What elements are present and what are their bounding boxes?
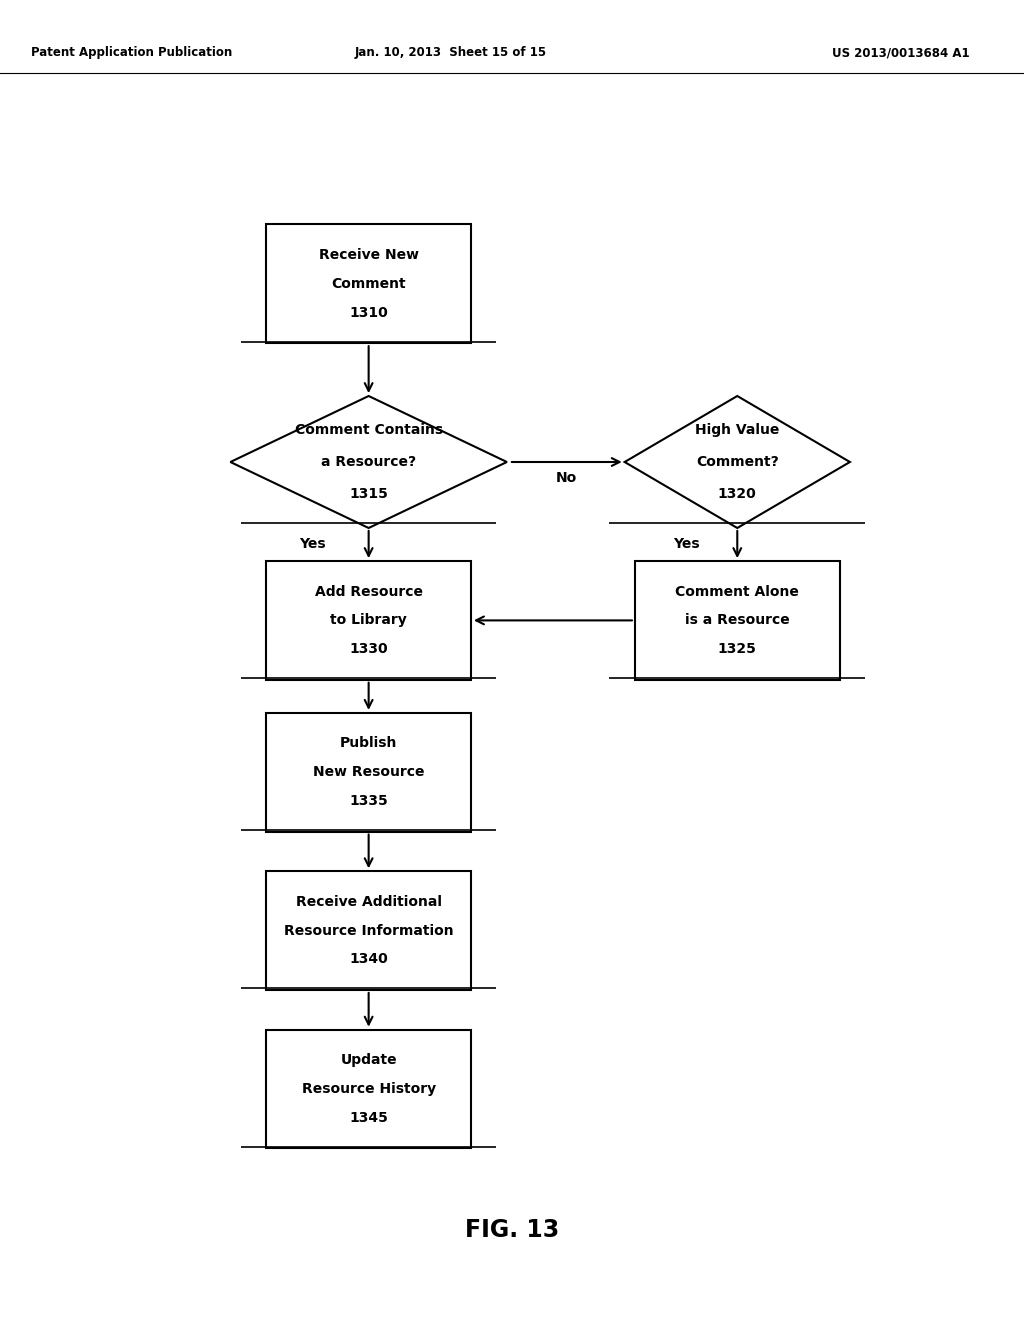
Text: 1315: 1315 [349,487,388,502]
Text: is a Resource: is a Resource [685,614,790,627]
Text: Resource History: Resource History [302,1082,435,1096]
Text: Comment: Comment [332,277,406,290]
Text: Patent Application Publication: Patent Application Publication [31,46,232,59]
Text: Jan. 10, 2013  Sheet 15 of 15: Jan. 10, 2013 Sheet 15 of 15 [354,46,547,59]
Polygon shape [230,396,507,528]
Text: Receive New: Receive New [318,248,419,261]
Text: US 2013/0013684 A1: US 2013/0013684 A1 [833,46,970,59]
Text: Resource Information: Resource Information [284,924,454,937]
FancyBboxPatch shape [266,1030,471,1148]
Text: Receive Additional: Receive Additional [296,895,441,908]
Polygon shape [625,396,850,528]
Text: Add Resource: Add Resource [314,585,423,598]
FancyBboxPatch shape [266,561,471,680]
Text: No: No [556,471,577,484]
FancyBboxPatch shape [635,561,840,680]
Text: FIG. 13: FIG. 13 [465,1218,559,1242]
Text: Publish: Publish [340,737,397,750]
Text: High Value: High Value [695,422,779,437]
Text: to Library: to Library [331,614,407,627]
Text: 1310: 1310 [349,306,388,319]
Text: Comment?: Comment? [696,455,778,469]
FancyBboxPatch shape [266,224,471,343]
FancyBboxPatch shape [266,713,471,832]
Text: 1320: 1320 [718,487,757,502]
Text: 1345: 1345 [349,1111,388,1125]
Text: Yes: Yes [299,537,326,550]
FancyBboxPatch shape [266,871,471,990]
Text: 1340: 1340 [349,953,388,966]
Text: Yes: Yes [673,537,699,550]
Text: 1335: 1335 [349,795,388,808]
Text: 1330: 1330 [349,643,388,656]
Text: New Resource: New Resource [313,766,424,779]
Text: 1325: 1325 [718,643,757,656]
Text: Update: Update [340,1053,397,1067]
Text: Comment Alone: Comment Alone [676,585,799,598]
Text: Comment Contains: Comment Contains [295,422,442,437]
Text: a Resource?: a Resource? [322,455,416,469]
